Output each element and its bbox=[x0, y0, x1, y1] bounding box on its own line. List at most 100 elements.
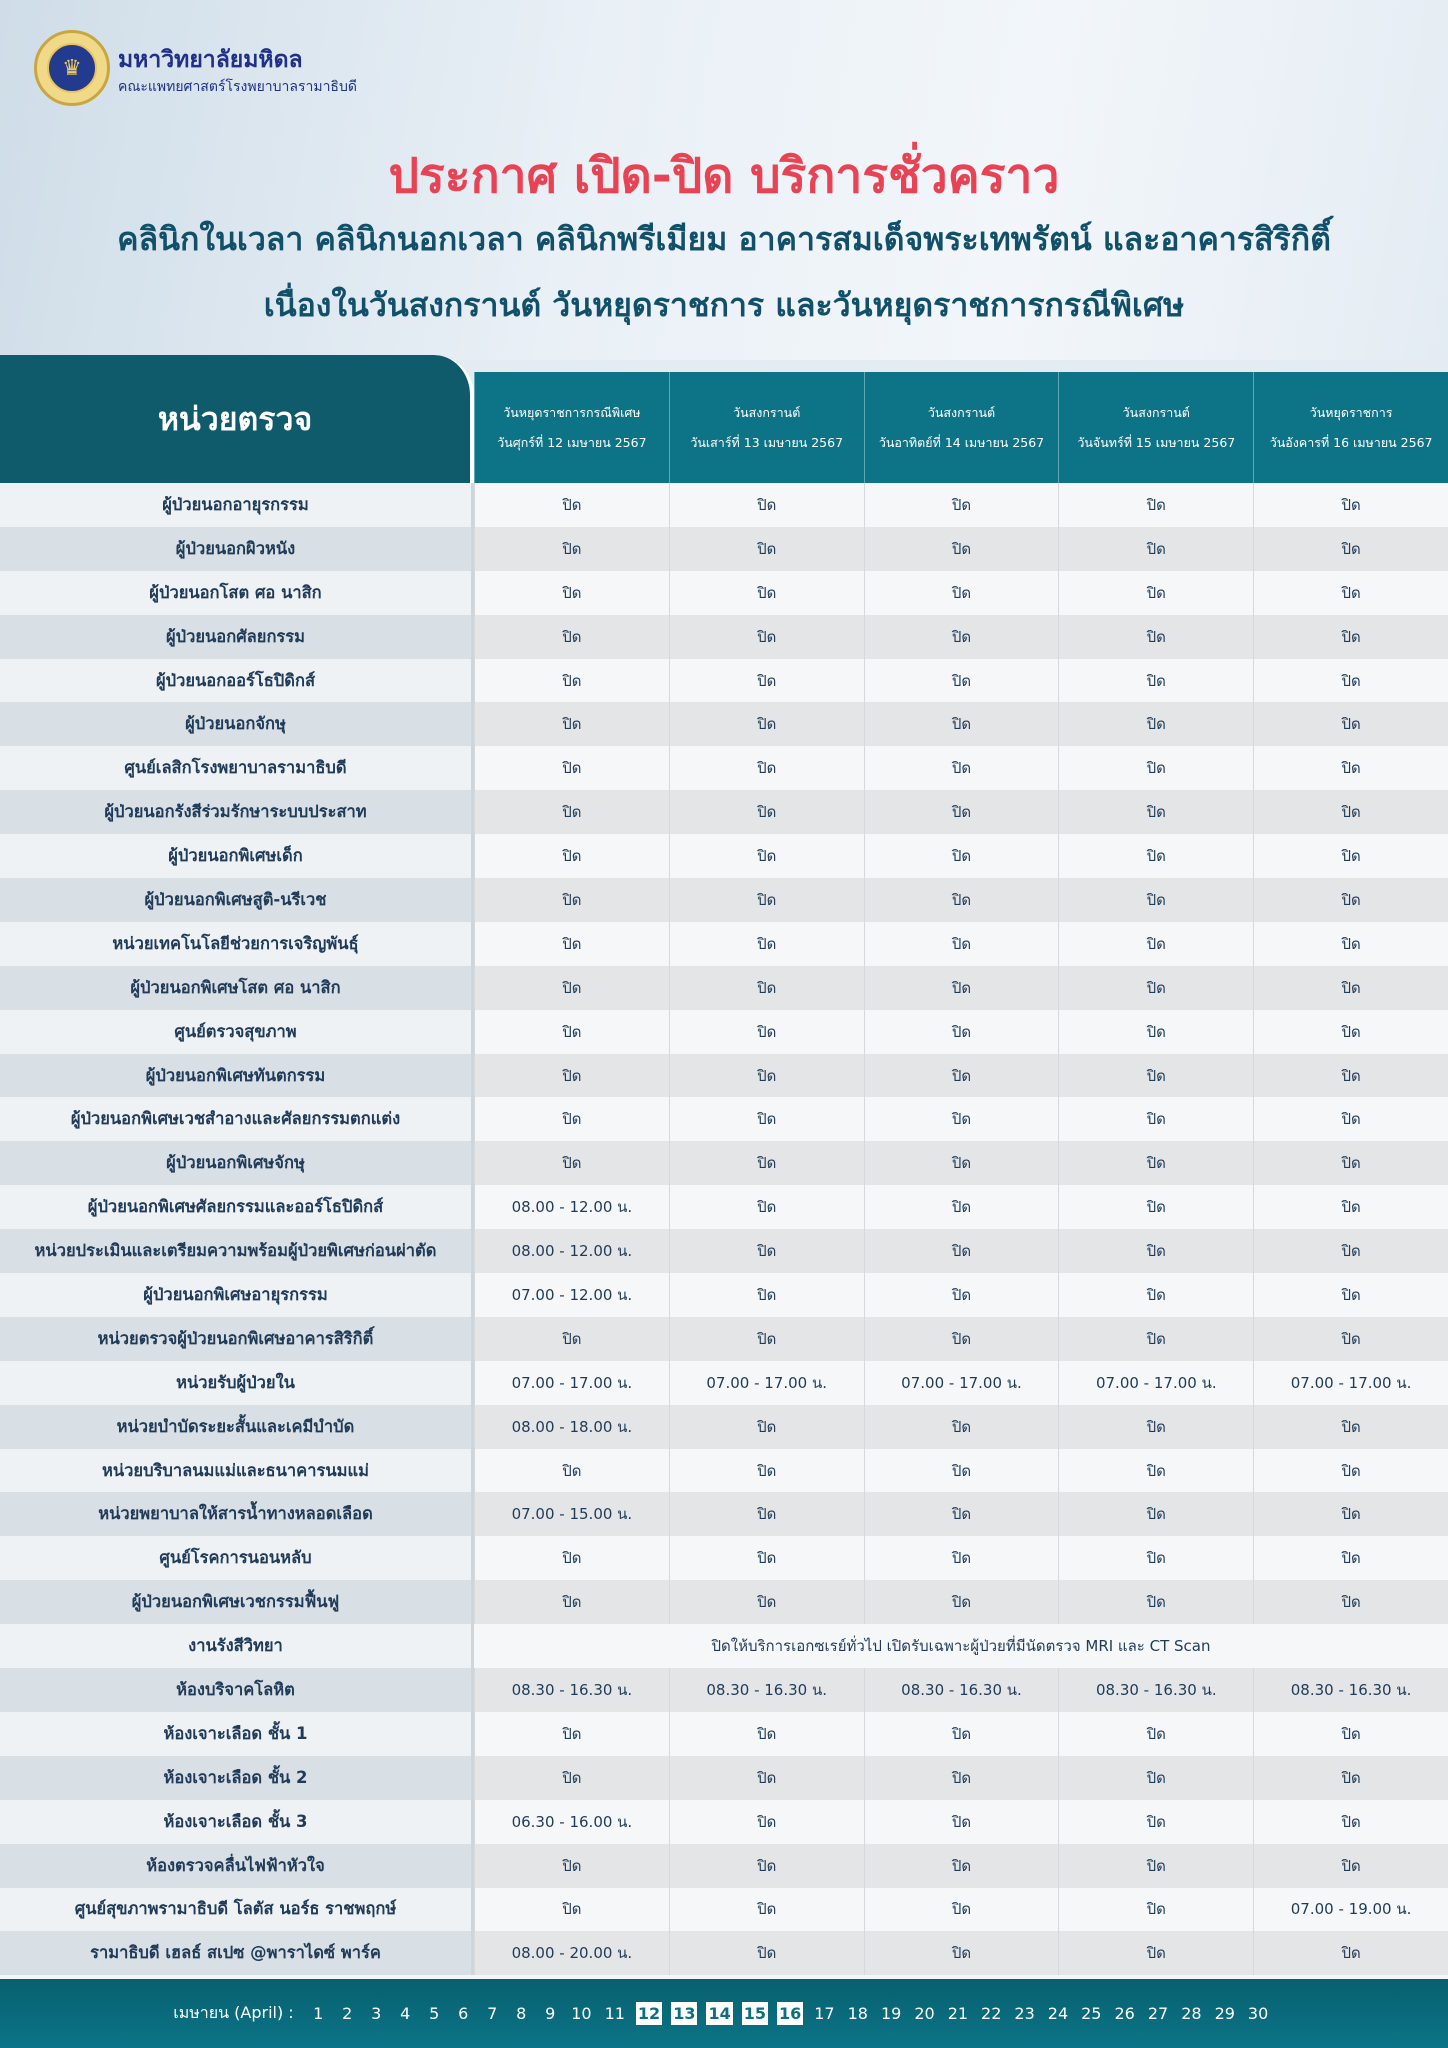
calendar-day: 7 bbox=[487, 2004, 498, 2023]
status-cell: ปิด bbox=[474, 746, 669, 791]
calendar-day: 10 bbox=[571, 2004, 592, 2023]
status-cell: ปิด bbox=[1253, 1097, 1448, 1142]
status-cell: ปิด bbox=[863, 790, 1059, 835]
calendar-day: 26 bbox=[1114, 2004, 1135, 2023]
status-cell: ปิด bbox=[474, 965, 669, 1010]
status-cell: ปิด bbox=[668, 965, 864, 1010]
status-cell: ปิด bbox=[1253, 1799, 1448, 1844]
status-cell: 07.00 - 17.00 น. bbox=[474, 1360, 669, 1405]
status-cell: ปิด bbox=[1253, 1229, 1448, 1274]
table-row: ผู้ป่วยนอกอายุรกรรม ปิด ปิด ปิด ปิด ปิด bbox=[0, 483, 1448, 527]
unit-name: หน่วยบริบาลนมแม่และธนาคารนมแม่ bbox=[0, 1448, 474, 1493]
status-cell: ปิด bbox=[668, 614, 864, 659]
status-cell: ปิด bbox=[474, 1053, 669, 1098]
table-header: หน่วยตรวจ วันหยุดราชการกรณีพิเศษ วันศุกร์… bbox=[0, 355, 1448, 483]
unit-name: ผู้ป่วยนอกรังสีร่วมรักษาระบบประสาท bbox=[0, 790, 474, 835]
status-cell: ปิด bbox=[863, 1799, 1059, 1844]
holiday-date: วันเสาร์ที่ 13 เมษายน 2567 bbox=[690, 434, 844, 450]
status-cell: 08.00 - 12.00 น. bbox=[474, 1185, 669, 1230]
table-row: หน่วยเทคโนโลยีช่วยการเจริญพันธุ์ ปิด ปิด ปิ… bbox=[0, 921, 1448, 966]
status-cell: 07.00 - 17.00 น. bbox=[863, 1360, 1059, 1405]
status-cell: ปิด bbox=[1253, 1053, 1448, 1098]
holiday-type: วันหยุดราชการ bbox=[1309, 404, 1393, 420]
holiday-date: วันอาทิตย์ที่ 14 เมษายน 2567 bbox=[878, 434, 1045, 450]
status-cell: ปิด bbox=[1253, 1492, 1448, 1537]
status-cell: ปิด bbox=[863, 965, 1059, 1010]
crest-icon: ♛ bbox=[47, 43, 97, 93]
status-cell: ปิด bbox=[474, 1755, 669, 1800]
unit-name: หน่วยพยาบาลให้สารน้ำทางหลอดเลือด bbox=[0, 1492, 474, 1537]
page-title: ประกาศ เปิด-ปิด บริการชั่วคราว bbox=[388, 148, 1060, 204]
unit-name: ผู้ป่วยนอกพิเศษโสต ศอ นาสิก bbox=[0, 965, 474, 1010]
unit-name: ผู้ป่วยนอกจักษุ bbox=[0, 702, 474, 747]
table-row: หน่วยตรวจผู้ป่วยนอกพิเศษอาคารสิริกิติ์ ปิ… bbox=[0, 1316, 1448, 1361]
status-cell: ปิด bbox=[863, 1097, 1059, 1142]
status-cell: ปิด bbox=[1253, 570, 1448, 615]
status-cell: 08.30 - 16.30 น. bbox=[863, 1668, 1059, 1712]
status-cell: ปิด bbox=[863, 1887, 1059, 1932]
table-row: ห้องเจาะเลือด ชั้น 2 ปิด ปิด ปิด ปิด ปิด bbox=[0, 1755, 1448, 1800]
status-cell: ปิด bbox=[863, 1931, 1059, 1976]
status-cell: ปิด bbox=[668, 1536, 864, 1581]
status-cell: 08.00 - 20.00 น. bbox=[474, 1931, 669, 1976]
mahidol-university-logo: ♛ bbox=[34, 30, 110, 106]
status-cell: ปิด bbox=[1253, 790, 1448, 835]
status-cell: ปิด bbox=[1058, 570, 1253, 615]
table-row: ห้องตรวจคลื่นไฟฟ้าหัวใจ ปิด ปิด ปิด ปิด ปิด bbox=[0, 1843, 1448, 1888]
status-cell: ปิด bbox=[1253, 702, 1448, 747]
status-cell: ปิด bbox=[863, 1755, 1059, 1800]
status-cell: ปิด bbox=[1058, 1492, 1253, 1537]
status-cell: ปิด bbox=[1058, 834, 1253, 879]
faculty-name: คณะแพทยศาสตร์โรงพยาบาลรามาธิบดี bbox=[118, 79, 357, 95]
table-row: ศูนย์สุขภาพรามาธิบดี โลตัส นอร์ธ ราชพฤกษ… bbox=[0, 1887, 1448, 1932]
table-row: รามาธิบดี เฮลธ์ สเปซ @พาราไดซ์ พาร์ค 08.0… bbox=[0, 1931, 1448, 1976]
calendar-day: 9 bbox=[545, 2004, 556, 2023]
unit-name: หน่วยตรวจผู้ป่วยนอกพิเศษอาคารสิริกิติ์ bbox=[0, 1316, 474, 1361]
status-cell: ปิด bbox=[1253, 1755, 1448, 1800]
status-cell: ปิด bbox=[1253, 483, 1448, 527]
status-cell: ปิด bbox=[1253, 921, 1448, 966]
status-cell: ปิด bbox=[1058, 1536, 1253, 1581]
calendar-day: 23 bbox=[1014, 2004, 1035, 2023]
unit-name: ผู้ป่วยนอกโสต ศอ นาสิก bbox=[0, 570, 474, 615]
status-cell: ปิด bbox=[474, 834, 669, 879]
status-cell: 08.30 - 16.30 น. bbox=[1058, 1668, 1253, 1712]
table-row: ศูนย์เลสิกโรงพยาบาลรามาธิบดี ปิด ปิด ปิด ปิด… bbox=[0, 746, 1448, 791]
status-cell: ปิด bbox=[863, 1316, 1059, 1361]
unit-column-header: หน่วยตรวจ bbox=[0, 355, 474, 483]
status-cell: ปิด bbox=[474, 1097, 669, 1142]
status-cell: ปิด bbox=[474, 1536, 669, 1581]
status-cell: ปิด bbox=[668, 1273, 864, 1317]
status-cell: ปิด bbox=[1058, 1404, 1253, 1449]
status-cell: 08.30 - 16.30 น. bbox=[1253, 1668, 1448, 1712]
status-cell: 07.00 - 17.00 น. bbox=[1058, 1360, 1253, 1405]
calendar-day: 29 bbox=[1214, 2004, 1235, 2023]
status-cell: 08.30 - 16.30 น. bbox=[474, 1668, 669, 1712]
day-list: 1 2 3 4 5 6 7 8 9 10 11 12 13 14 15 16 17 18 19 20 21 22 23 24 2… bbox=[304, 2002, 1275, 2025]
calendar-day: 24 bbox=[1047, 2004, 1069, 2023]
unit-name: ผู้ป่วยนอกพิเศษเวชกรรมฟื้นฟู bbox=[0, 1580, 474, 1625]
status-cell: ปิด bbox=[863, 658, 1059, 703]
status-cell: ปิด bbox=[1253, 1404, 1448, 1449]
status-cell: ปิด bbox=[1058, 1580, 1253, 1625]
unit-name: ห้องบริจาคโลหิต bbox=[0, 1668, 474, 1712]
status-cell: ปิด bbox=[474, 702, 669, 747]
status-cell: ปิด bbox=[474, 614, 669, 659]
status-cell: ปิด bbox=[1253, 1273, 1448, 1317]
table-row: ห้องบริจาคโลหิต 08.30 - 16.30 น. 08.30 - 1… bbox=[0, 1668, 1448, 1712]
unit-name: ผู้ป่วยนอกศัลยกรรม bbox=[0, 614, 474, 659]
status-cell: ปิด bbox=[1058, 483, 1253, 527]
unit-name: ผู้ป่วยนอกพิเศษสูติ-นรีเวช bbox=[0, 878, 474, 922]
status-cell: ปิด bbox=[668, 570, 864, 615]
status-cell: ปิด bbox=[863, 1536, 1059, 1581]
unit-name: หน่วยบำบัดระยะสั้นและเคมีบำบัด bbox=[0, 1404, 474, 1449]
holiday-date: วันอังคารที่ 16 เมษายน 2567 bbox=[1269, 434, 1433, 450]
status-cell: 08.00 - 12.00 น. bbox=[474, 1229, 669, 1274]
status-cell: ปิด bbox=[1253, 834, 1448, 879]
table-row: ผู้ป่วยนอกออร์โธปิดิกส์ ปิด ปิด ปิด ปิด ปิด bbox=[0, 658, 1448, 703]
status-cell: ปิด bbox=[1058, 878, 1253, 922]
unit-name: ผู้ป่วยนอกพิเศษศัลยกรรมและออร์โธปิดิกส์ bbox=[0, 1185, 474, 1230]
table-row: ศูนย์โรคการนอนหลับ ปิด ปิด ปิด ปิด ปิด bbox=[0, 1536, 1448, 1581]
unit-name: ห้องเจาะเลือด ชั้น 2 bbox=[0, 1755, 474, 1800]
unit-name: ห้องเจาะเลือด ชั้น 3 bbox=[0, 1799, 474, 1844]
